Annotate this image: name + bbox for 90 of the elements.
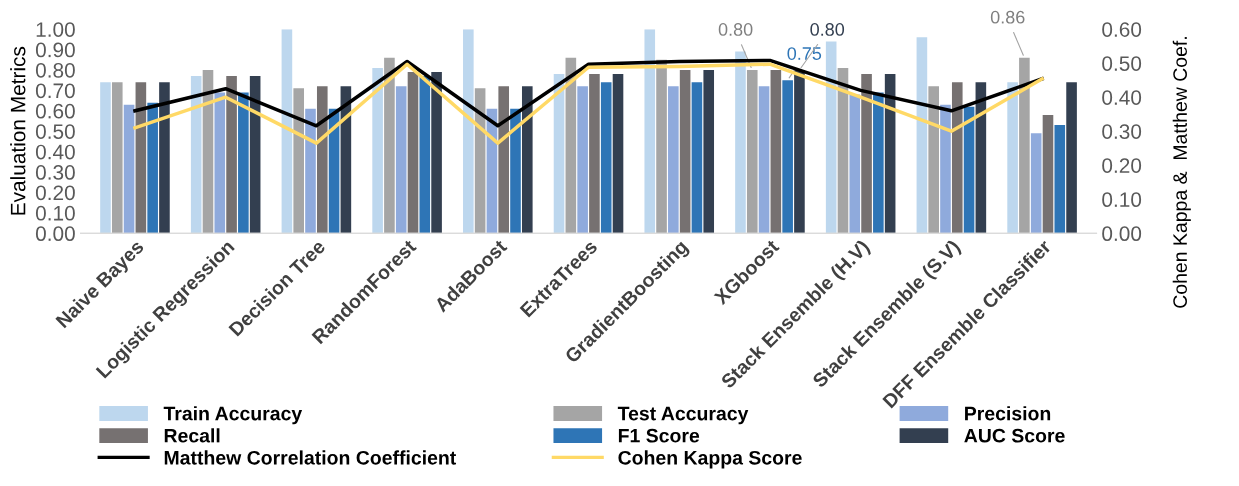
bar [407, 72, 419, 234]
bar [589, 74, 600, 234]
bar [770, 69, 782, 234]
bar [577, 86, 588, 234]
legend-label: AUC Score [964, 428, 1065, 443]
bar [431, 72, 442, 234]
bar [123, 104, 135, 234]
legend-label: Cohen Kappa Score [618, 450, 802, 469]
data-label: 0.80 [718, 23, 753, 36]
bar [419, 76, 431, 234]
bar [293, 88, 305, 234]
bar [849, 94, 861, 234]
data-label: 0.75 [787, 47, 822, 60]
legend-label: Recall [164, 428, 220, 443]
bar [940, 104, 951, 234]
bar [238, 92, 249, 234]
y2-tick-label: 0.40 [1102, 90, 1142, 105]
bar [463, 29, 474, 234]
bar [884, 74, 896, 234]
bar [521, 86, 533, 234]
bar [861, 74, 872, 234]
y2-tick-label: 0.00 [1102, 226, 1142, 242]
bar [644, 29, 656, 234]
bar [100, 82, 111, 234]
bar [837, 67, 849, 234]
y2-axis-title: Cohen Kappa & Matthew Coef. [1172, 37, 1191, 308]
bar [963, 106, 975, 234]
bar [746, 69, 758, 234]
legend-label: Test Accuracy [617, 406, 749, 425]
bar [691, 82, 703, 234]
bar [214, 92, 226, 234]
legend-label: Matthew Correlation Coefficient [164, 450, 457, 465]
y-tick-label: 0.00 [35, 226, 75, 242]
bar [782, 80, 793, 234]
bar [928, 86, 939, 234]
bar [758, 86, 770, 234]
bar [1066, 82, 1077, 234]
y-tick-label: 1.00 [36, 22, 75, 37]
bar [679, 69, 691, 234]
y-tick-label: 0.20 [35, 185, 75, 201]
bar [1054, 125, 1066, 234]
data-label: 0.86 [990, 10, 1025, 24]
bar [316, 86, 328, 234]
bar [951, 82, 963, 234]
bar [384, 57, 395, 234]
bar [281, 29, 293, 234]
bar [159, 82, 170, 234]
bar [916, 37, 928, 234]
y-tick-label: 0.80 [35, 62, 75, 78]
bar [873, 92, 884, 234]
y-tick-label: 0.50 [35, 124, 75, 139]
bar [825, 41, 837, 234]
bar [226, 76, 237, 234]
bar [600, 82, 612, 234]
y-tick-label: 0.30 [35, 165, 75, 180]
legend-label: Precision [965, 406, 1051, 421]
bar [1042, 114, 1054, 234]
bar [190, 76, 202, 234]
y-tick-label: 0.60 [35, 103, 75, 119]
bar [498, 86, 510, 234]
bar [794, 69, 805, 234]
bar [305, 108, 316, 234]
y-tick-label: 0.40 [35, 144, 75, 160]
bar [202, 69, 214, 234]
y-tick-label: 0.90 [35, 42, 75, 58]
bar [111, 82, 123, 234]
y2-tick-label: 0.50 [1102, 56, 1142, 71]
y2-tick-label: 0.60 [1102, 22, 1142, 37]
y2-tick-label: 0.10 [1102, 192, 1142, 208]
y2-tick-label: 0.30 [1102, 124, 1142, 139]
bar [1019, 57, 1030, 234]
bar [668, 86, 679, 234]
bar [372, 67, 383, 234]
bar [735, 51, 746, 234]
bar [147, 102, 158, 234]
bar [510, 108, 521, 234]
bar [395, 86, 407, 234]
y-tick-label: 0.10 [35, 205, 75, 221]
y2-tick-label: 0.20 [1102, 158, 1142, 173]
bar [1030, 133, 1042, 234]
line-series [133, 62, 1044, 145]
bar [703, 69, 715, 234]
bar [135, 82, 147, 234]
y-axis-title: Evaluation Metrics [10, 46, 26, 215]
data-label: 0.80 [810, 23, 845, 36]
legend-label: F1 Score [618, 428, 700, 443]
bar [612, 74, 624, 234]
y-tick-label: 0.70 [35, 83, 75, 99]
legend-label: Train Accuracy [163, 406, 303, 425]
bar [1007, 82, 1018, 234]
